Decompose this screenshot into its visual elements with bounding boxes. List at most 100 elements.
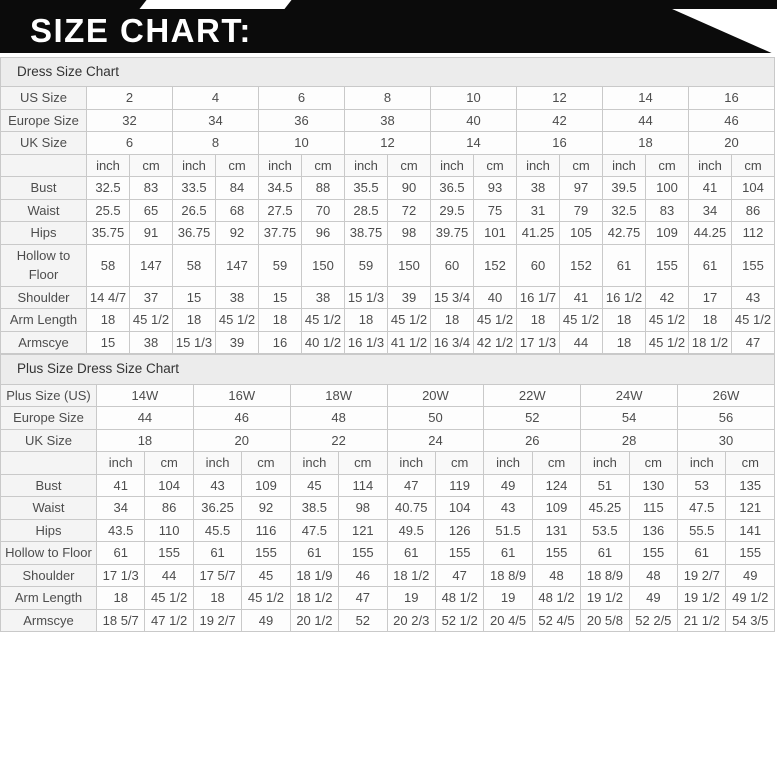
table-cell: 92 <box>215 221 259 245</box>
table-cell: 45 <box>289 473 340 497</box>
table-cell: 84 <box>215 176 259 200</box>
table-cell: 97 <box>559 176 603 200</box>
unit-header-row: inch cm inch cm inch cm inch cm inch cm inch cm inch… <box>0 153 775 178</box>
table-row: UK Size 6 8 10 12 14 16 18 20 <box>0 131 775 155</box>
row-label: Plus Size (US) <box>0 383 97 407</box>
blank-cell <box>0 451 97 475</box>
row-label: Hips <box>0 518 97 542</box>
table-cell: 20 4/5 <box>483 608 533 632</box>
unit-header-row: inch cm inch cm inch cm inch cm inch cm inch cm inch… <box>0 451 775 475</box>
table-cell: 18 <box>602 330 646 355</box>
unit-cell: cm <box>645 153 689 178</box>
table-cell: 49 1/2 <box>725 586 775 610</box>
table-cell: 98 <box>387 221 431 245</box>
table-cell: 16 <box>516 131 603 155</box>
table-cell: 37.75 <box>258 221 302 245</box>
table-cell: 18 <box>602 308 646 332</box>
table-row: Hollow to Floor 61 155 61 155 61 155 61 155 61 155… <box>0 541 775 565</box>
unit-cell: inch <box>677 451 727 475</box>
table-cell: 27.5 <box>258 198 302 223</box>
table-cell: 59 <box>344 243 388 287</box>
unit-cell: inch <box>86 153 130 178</box>
table-cell: 45 1/2 <box>129 308 173 332</box>
table-cell: 19 2/7 <box>677 563 727 587</box>
table-cell: 45 <box>241 563 291 587</box>
table-cell: 104 <box>434 496 485 520</box>
table-cell: 51.5 <box>483 518 533 542</box>
table-cell: 8 <box>172 131 259 155</box>
dress-size-chart-table: Dress Size Chart US Size 2 4 6 8 10 12 14 16 Europ… <box>0 56 775 355</box>
table-cell: 147 <box>129 243 173 287</box>
table-cell: 96 <box>301 221 345 245</box>
table-cell: 79 <box>559 198 603 223</box>
table-cell: 18 1/2 <box>688 330 732 355</box>
unit-cell: cm <box>144 451 194 475</box>
table-cell: 141 <box>725 518 775 542</box>
table-cell: 41.25 <box>516 221 560 245</box>
table-cell: 47 1/2 <box>144 608 194 632</box>
table-cell: 86 <box>144 496 194 520</box>
unit-cell: cm <box>338 451 388 475</box>
table-cell: 98 <box>338 496 388 520</box>
row-label: Europe Size <box>0 108 87 133</box>
table-cell: 42 <box>516 108 603 133</box>
table-cell: 53 <box>677 473 727 497</box>
table-cell: 50 <box>386 406 485 430</box>
table-row: Armscye 15 38 15 1/3 39 16 40 1/2 16 1/3 41 1/2 1… <box>0 330 775 355</box>
table-cell: 70 <box>301 198 345 223</box>
table-cell: 83 <box>129 176 173 200</box>
table-row: Armscye 18 5/7 47 1/2 19 2/7 49 20 1/2 52 20 2/… <box>0 608 775 632</box>
table-cell: 147 <box>215 243 259 287</box>
unit-cell: cm <box>129 153 173 178</box>
table-cell: 15 <box>172 285 216 310</box>
table-cell: 18 <box>192 586 243 610</box>
unit-cell: cm <box>387 153 431 178</box>
page-title: SIZE CHART: <box>30 12 252 49</box>
table-cell: 42.75 <box>602 221 646 245</box>
table-cell: 48 <box>289 406 388 430</box>
table-row: Hips 35.75 91 36.75 92 37.75 96 38.75 98 39.75 101… <box>0 221 775 245</box>
table-row: Europe Size 32 34 36 38 40 42 44 46 <box>0 108 775 133</box>
table-cell: 18 <box>602 131 689 155</box>
table-cell: 45 1/2 <box>645 308 689 332</box>
table-cell: 15 3/4 <box>430 285 474 310</box>
table-cell: 38.5 <box>289 496 340 520</box>
table-cell: 105 <box>559 221 603 245</box>
row-label: Hips <box>0 221 87 245</box>
table-cell: 43 <box>483 496 533 520</box>
table-cell: 19 2/7 <box>192 608 243 632</box>
table-cell: 4 <box>172 86 259 110</box>
unit-cell: inch <box>289 451 340 475</box>
table-cell: 68 <box>215 198 259 223</box>
table-cell: 155 <box>144 541 194 565</box>
table-cell: 16 3/4 <box>430 330 474 355</box>
row-label: Armscye <box>0 330 87 355</box>
table-cell: 52 2/5 <box>628 608 679 632</box>
table-cell: 39.5 <box>602 176 646 200</box>
table-cell: 29.5 <box>430 198 474 223</box>
table-cell: 61 <box>602 243 646 287</box>
table-cell: 45 1/2 <box>144 586 194 610</box>
table-cell: 124 <box>531 473 582 497</box>
table-cell: 104 <box>144 473 194 497</box>
table-cell: 17 1/3 <box>516 330 560 355</box>
unit-cell: cm <box>473 153 517 178</box>
unit-cell: inch <box>516 153 560 178</box>
unit-cell: cm <box>215 153 259 178</box>
table-cell: 41 <box>559 285 603 310</box>
table-cell: 17 5/7 <box>192 563 243 587</box>
table-row: Shoulder 17 1/3 44 17 5/7 45 18 1/9 46 18 1/2 47… <box>0 563 775 587</box>
table-cell: 155 <box>434 541 485 565</box>
table-cell: 31 <box>516 198 560 223</box>
table-cell: 14 4/7 <box>86 285 130 310</box>
table-cell: 61 <box>95 541 146 565</box>
table-row: US Size 2 4 6 8 10 12 14 16 <box>0 86 775 110</box>
table-cell: 45 1/2 <box>301 308 345 332</box>
table-title: Plus Size Dress Size Chart <box>0 354 775 385</box>
table-cell: 32 <box>86 108 173 133</box>
row-label: Waist <box>0 198 87 223</box>
table-cell: 15 1/3 <box>344 285 388 310</box>
table-cell: 155 <box>531 541 582 565</box>
unit-cell: cm <box>725 451 775 475</box>
table-cell: 38 <box>129 330 173 355</box>
